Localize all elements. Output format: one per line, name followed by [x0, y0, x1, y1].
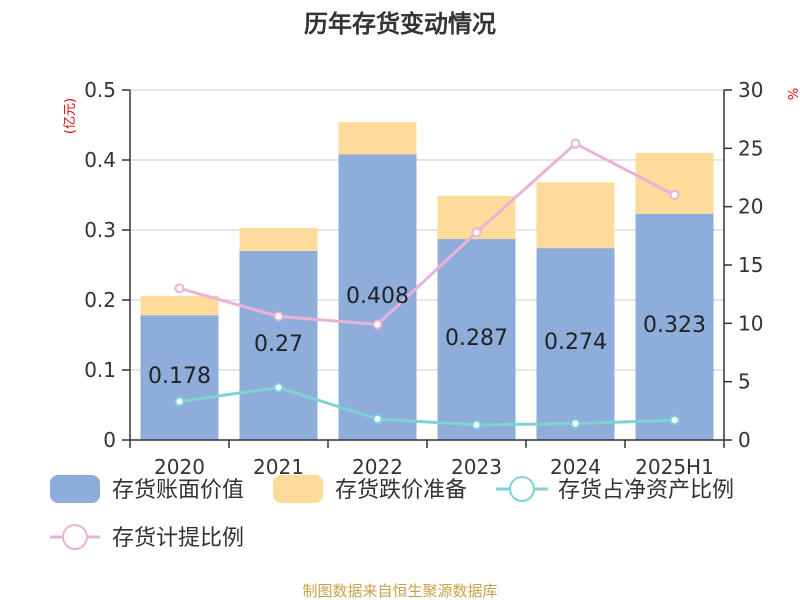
left-axis-unit: (亿元): [63, 98, 78, 134]
right-tick-label: 5: [738, 370, 751, 394]
provision-ratio-point: [471, 227, 482, 238]
left-tick-label: 0.2: [84, 288, 116, 312]
legend-marker-ratio-net-assets: [509, 476, 535, 502]
right-tick-label: 15: [738, 253, 763, 277]
bar-data-label: 0.274: [544, 330, 607, 355]
left-tick-label: 0.4: [84, 148, 116, 172]
right-tick-label: 30: [738, 78, 763, 102]
bar-data-label: 0.408: [346, 284, 409, 309]
left-tick-label: 0.3: [84, 218, 116, 242]
ratio-net-assets-point: [669, 415, 680, 426]
left-tick-label: 0.5: [84, 78, 116, 102]
book-value-bar: [140, 315, 219, 440]
bar-data-label: 0.323: [643, 313, 706, 338]
book-value-bar: [239, 251, 318, 440]
ratio-net-assets-point: [273, 382, 284, 393]
bar-data-label: 0.27: [254, 332, 303, 357]
grid-lines: [130, 89, 724, 371]
x-tick-label: 2020: [154, 455, 205, 479]
bar-data-label: 0.287: [445, 326, 508, 351]
impairment-bar: [239, 227, 318, 251]
x-tick-label: 2024: [550, 455, 601, 479]
source-note: 制图数据来自恒生聚源数据库: [302, 582, 497, 600]
ratio-net-assets-point: [570, 418, 581, 429]
right-tick-label: 10: [738, 311, 763, 335]
provision-ratio-point: [273, 311, 284, 322]
left-tick-label: 0.1: [84, 358, 116, 382]
x-tick-label: 2023: [451, 455, 502, 479]
ratio-net-assets-point: [174, 396, 185, 407]
x-tick-label: 2022: [352, 455, 403, 479]
ratio-net-assets-point: [372, 414, 383, 424]
chart-title: 历年存货变动情况: [304, 10, 496, 38]
impairment-bar: [635, 153, 714, 214]
ratio-net-assets-point: [471, 419, 482, 430]
legend-label-provision-ratio: 存货计提比例: [112, 526, 244, 551]
book-value-bar: [635, 213, 714, 440]
book-value-bar: [437, 239, 516, 440]
book-value-bar: [536, 248, 615, 440]
bar-series: [140, 122, 714, 440]
provision-ratio-point: [174, 283, 185, 294]
book-value-bar: [338, 154, 417, 440]
legend-swatch-impairment: [273, 475, 323, 503]
impairment-bar: [536, 182, 615, 249]
ratio-net-assets-line: [179, 385, 675, 427]
provision-ratio-point: [669, 190, 680, 200]
line-series: [174, 138, 680, 430]
bar-data-label: 0.178: [148, 364, 211, 389]
provision-ratio-point: [372, 319, 383, 330]
data-labels: 0.178 0.27 0.408 0.287 0.274 0.323: [148, 284, 706, 389]
left-tick-label: 0: [103, 428, 116, 452]
legend-label-impairment: 存货跌价准备: [335, 478, 467, 503]
right-tick-label: 0: [738, 428, 751, 452]
x-tick-label: 2025H1: [635, 455, 714, 479]
legend-label-book-value: 存货账面价值: [112, 478, 244, 503]
impairment-bar: [338, 122, 417, 155]
right-axis-unit: %: [787, 88, 800, 100]
legend-marker-provision-ratio: [62, 524, 88, 550]
right-tick-label: 25: [738, 136, 763, 160]
provision-ratio-point: [570, 138, 581, 149]
provision-ratio-line: [179, 141, 676, 327]
right-tick-label: 20: [738, 195, 763, 219]
impairment-bar: [140, 295, 219, 316]
legend-swatch-book-value: [50, 475, 100, 503]
legend-label-ratio-net-assets: 存货占净资产比例: [558, 478, 734, 503]
